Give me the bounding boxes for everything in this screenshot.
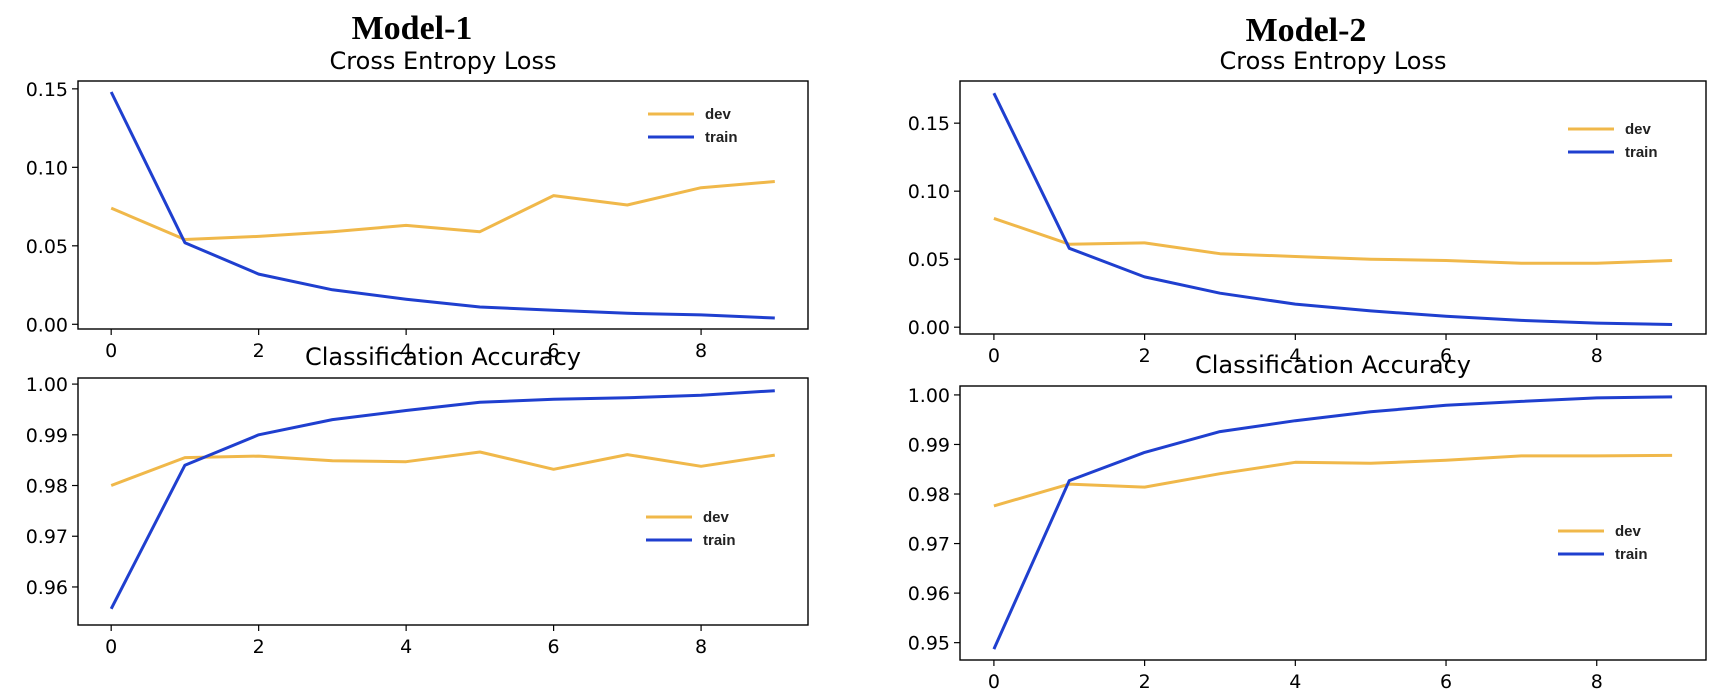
plot-title: Cross Entropy Loss bbox=[330, 47, 557, 75]
y-tick-label: 0.15 bbox=[26, 79, 68, 101]
series-line-train bbox=[992, 395, 1673, 650]
legend-label-train: train bbox=[703, 532, 736, 549]
x-tick-label: 0 bbox=[105, 340, 117, 362]
y-tick-label: 0.98 bbox=[26, 476, 68, 498]
axes-frame bbox=[959, 80, 1707, 335]
x-tick-label: 0 bbox=[988, 671, 1000, 693]
y-tick-label: 0.96 bbox=[26, 577, 68, 599]
x-tick-label: 0 bbox=[105, 636, 117, 658]
x-tick-label: 6 bbox=[1440, 671, 1452, 693]
legend-label-dev: dev bbox=[1615, 523, 1642, 540]
series-line-dev bbox=[993, 216, 1673, 265]
y-tick-label: 0.96 bbox=[908, 583, 950, 605]
legend-label-train: train bbox=[1615, 546, 1648, 563]
panel-model1-loss: Cross Entropy Loss 0 2 4 6 8 0.00 0.05 0.10 0.15 d… bbox=[26, 47, 809, 362]
y-tick-label: 1.00 bbox=[26, 374, 68, 396]
y-tick-label: 0.98 bbox=[908, 484, 950, 506]
panel-model1-accuracy: Classification Accuracy 0 2 4 6 8 0.96 0.97 0.98… bbox=[26, 343, 809, 658]
panel-model2-loss: Cross Entropy Loss 0 2 4 6 8 0.00 0.05 0.10 0.15 d… bbox=[908, 47, 1707, 367]
x-tick-label: 8 bbox=[695, 636, 707, 658]
x-tick-label: 0 bbox=[988, 345, 1000, 367]
x-tick-label: 8 bbox=[1591, 671, 1603, 693]
axes-frame bbox=[959, 385, 1707, 661]
y-tick-label: 0.10 bbox=[908, 181, 950, 203]
x-tick-label: 2 bbox=[253, 340, 265, 362]
x-tick-label: 8 bbox=[695, 340, 707, 362]
plot-title: Classification Accuracy bbox=[305, 343, 581, 371]
y-tick-label: 0.15 bbox=[908, 113, 950, 135]
y-tick-label: 1.00 bbox=[908, 385, 950, 407]
plot-title: Classification Accuracy bbox=[1195, 351, 1471, 379]
x-tick-label: 6 bbox=[548, 636, 560, 658]
y-tick-label: 0.05 bbox=[908, 249, 950, 271]
legend-label-train: train bbox=[705, 129, 738, 146]
legend-label-train: train bbox=[1625, 144, 1658, 161]
axes-frame bbox=[77, 377, 809, 626]
x-tick-label: 6 bbox=[1440, 345, 1452, 367]
y-tick-label: 0.10 bbox=[26, 157, 68, 179]
model-2-title: Model-2 bbox=[1246, 12, 1367, 49]
legend-label-dev: dev bbox=[1625, 121, 1652, 138]
y-tick-label: 0.97 bbox=[26, 526, 68, 548]
plot-title: Cross Entropy Loss bbox=[1220, 47, 1447, 75]
x-tick-label: 4 bbox=[400, 340, 412, 362]
series-line-dev bbox=[993, 453, 1673, 508]
x-tick-label: 6 bbox=[548, 340, 560, 362]
legend-label-dev: dev bbox=[703, 509, 730, 526]
series-line-train bbox=[109, 91, 775, 320]
y-tick-label: 0.05 bbox=[26, 236, 68, 258]
series-line-train bbox=[992, 92, 1673, 326]
legend-label-dev: dev bbox=[705, 106, 732, 123]
series-line-train bbox=[109, 389, 775, 610]
x-tick-label: 2 bbox=[1139, 345, 1151, 367]
x-tick-label: 2 bbox=[1139, 671, 1151, 693]
y-tick-label: 0.99 bbox=[908, 434, 950, 456]
y-tick-label: 0.00 bbox=[908, 317, 950, 339]
x-tick-label: 4 bbox=[400, 636, 412, 658]
y-tick-label: 0.95 bbox=[908, 633, 950, 655]
model-1-title: Model-1 bbox=[352, 10, 473, 47]
x-tick-label: 8 bbox=[1591, 345, 1603, 367]
x-tick-label: 4 bbox=[1289, 345, 1301, 367]
panel-model2-accuracy: Classification Accuracy 0 2 4 6 8 0.95 0.96 0.97… bbox=[908, 351, 1707, 693]
x-tick-label: 4 bbox=[1289, 671, 1301, 693]
x-tick-label: 2 bbox=[253, 636, 265, 658]
series-line-dev bbox=[110, 450, 776, 487]
series-line-dev bbox=[110, 180, 775, 241]
y-tick-label: 0.99 bbox=[26, 425, 68, 447]
y-tick-label: 0.97 bbox=[908, 534, 950, 556]
axes-frame bbox=[77, 80, 809, 330]
y-tick-label: 0.00 bbox=[26, 314, 68, 336]
